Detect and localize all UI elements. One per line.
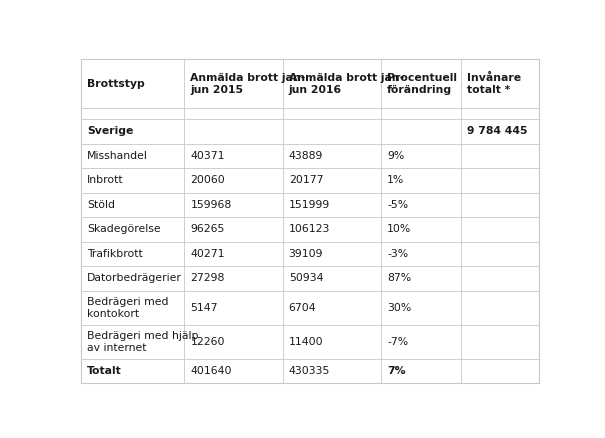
Text: Stöld: Stöld bbox=[87, 200, 116, 210]
Text: 9 784 445: 9 784 445 bbox=[467, 127, 528, 137]
Text: -7%: -7% bbox=[387, 337, 408, 346]
Text: Totalt: Totalt bbox=[87, 366, 122, 376]
Text: 40271: 40271 bbox=[191, 249, 225, 259]
Text: Bedrägeri med
kontokort: Bedrägeri med kontokort bbox=[87, 297, 169, 319]
Text: 12260: 12260 bbox=[191, 337, 225, 346]
Text: Procentuell
förändring: Procentuell förändring bbox=[387, 73, 457, 95]
Text: 20177: 20177 bbox=[289, 176, 323, 185]
Text: Bedrägeri med hjälp
av internet: Bedrägeri med hjälp av internet bbox=[87, 331, 199, 353]
Text: 20060: 20060 bbox=[191, 176, 225, 185]
Text: Skadegörelse: Skadegörelse bbox=[87, 224, 161, 234]
Text: Anmälda brott jan-
jun 2016: Anmälda brott jan- jun 2016 bbox=[289, 73, 404, 95]
Text: Trafikbrott: Trafikbrott bbox=[87, 249, 143, 259]
Text: Invånare
totalt *: Invånare totalt * bbox=[467, 73, 522, 95]
Text: Inbrott: Inbrott bbox=[87, 176, 124, 185]
Text: 10%: 10% bbox=[387, 224, 411, 234]
Text: 151999: 151999 bbox=[289, 200, 330, 210]
Text: 96265: 96265 bbox=[191, 224, 224, 234]
Text: 27298: 27298 bbox=[191, 273, 224, 283]
Text: 401640: 401640 bbox=[191, 366, 232, 376]
Text: 11400: 11400 bbox=[289, 337, 323, 346]
Text: Misshandel: Misshandel bbox=[87, 151, 148, 161]
Text: Brottstyp: Brottstyp bbox=[87, 79, 145, 88]
Text: 430335: 430335 bbox=[289, 366, 330, 376]
Text: Sverige: Sverige bbox=[87, 127, 134, 137]
Text: 159968: 159968 bbox=[191, 200, 232, 210]
Text: -5%: -5% bbox=[387, 200, 408, 210]
Text: -3%: -3% bbox=[387, 249, 408, 259]
Text: Anmälda brott jan-
jun 2015: Anmälda brott jan- jun 2015 bbox=[191, 73, 306, 95]
Text: 5147: 5147 bbox=[191, 303, 218, 313]
Text: 6704: 6704 bbox=[289, 303, 316, 313]
Text: 50934: 50934 bbox=[289, 273, 323, 283]
Text: 40371: 40371 bbox=[191, 151, 225, 161]
Text: 87%: 87% bbox=[387, 273, 411, 283]
Text: 9%: 9% bbox=[387, 151, 404, 161]
Text: 1%: 1% bbox=[387, 176, 404, 185]
Text: 7%: 7% bbox=[387, 366, 406, 376]
Text: 30%: 30% bbox=[387, 303, 411, 313]
Text: 106123: 106123 bbox=[289, 224, 330, 234]
Text: 43889: 43889 bbox=[289, 151, 323, 161]
Text: 39109: 39109 bbox=[289, 249, 323, 259]
Text: Datorbedrägerier: Datorbedrägerier bbox=[87, 273, 182, 283]
